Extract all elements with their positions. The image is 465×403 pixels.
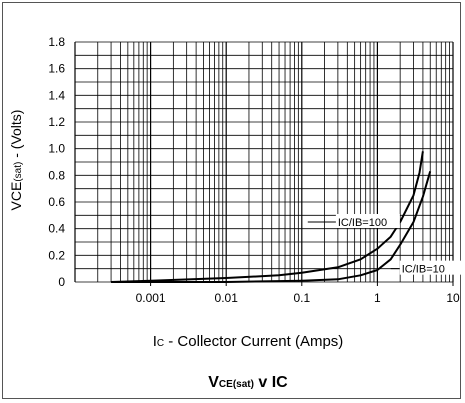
- chart-title: VCE(sat) v IC: [208, 374, 288, 391]
- y-tick-label: 1.8: [48, 35, 65, 49]
- annotation-ic-ib-10-bg: [399, 260, 464, 275]
- y-tick-label: 1.6: [48, 62, 65, 76]
- y-tick-label: 0.6: [48, 195, 65, 209]
- y-tick-label: 0.8: [48, 168, 65, 182]
- y-tick-label: 1.2: [48, 115, 65, 129]
- y-tick-label: 1.0: [48, 142, 65, 156]
- annotation-ic-ib-100: IC/IB=100: [338, 217, 387, 229]
- x-tick-label: 1: [374, 291, 381, 305]
- chart-frame: [2, 2, 461, 399]
- y-tick-label: 1.4: [48, 88, 65, 102]
- x-tick-label: 0.1: [293, 291, 310, 305]
- x-axis-label: IC - Collector Current (Amps): [152, 333, 344, 350]
- series-line-ic-ib-10: [111, 171, 432, 283]
- series-line-ic-ib-100: [111, 151, 424, 283]
- y-tick-label: 0: [58, 275, 65, 289]
- x-tick-label: 10: [446, 291, 460, 305]
- annotation-ic-ib-100-bg: [335, 214, 400, 228]
- y-axis-label: VCE(sat) - (Volts): [8, 109, 24, 211]
- y-tick-label: 0.2: [48, 248, 65, 262]
- y-tick-label: 0.4: [48, 222, 65, 236]
- x-tick-label: 0.01: [215, 291, 239, 305]
- x-tick-label: 0.001: [136, 291, 166, 305]
- annotation-ic-ib-10: IC/IB=10: [402, 264, 445, 276]
